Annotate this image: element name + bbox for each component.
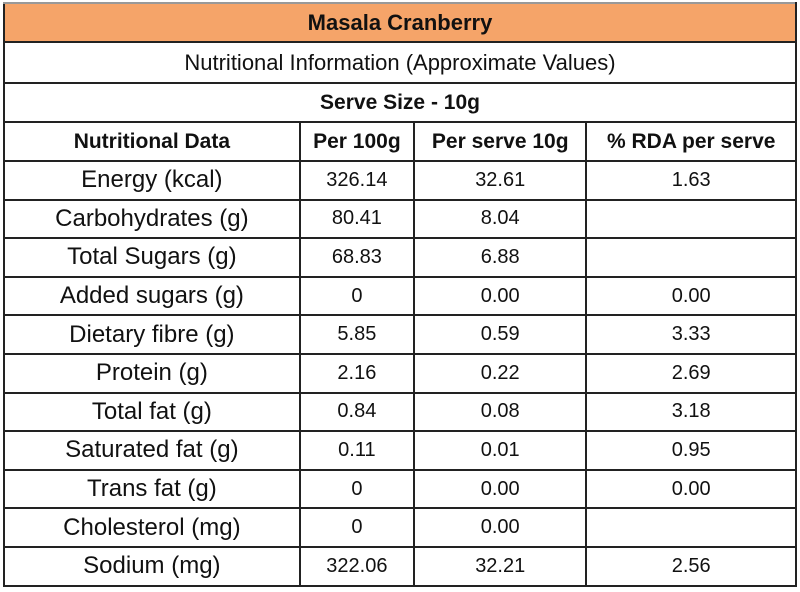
per-100g-value: 0.84 [298,391,416,433]
rda-value: 2.56 [585,545,797,587]
product-title: Masala Cranberry [3,2,797,43]
nutrient-label: Total Sugars (g) [3,237,301,278]
per-serve-value: 0.22 [413,352,588,394]
per-serve-value: 0.08 [413,391,588,433]
per-100g-value: 0 [298,468,416,510]
header-rda: % RDA per serve [585,121,797,162]
table-row: Added sugars (g) 0 0.00 0.00 [3,275,797,317]
per-100g-value: 80.41 [298,198,416,240]
serve-size-row: Serve Size - 10g [3,82,797,123]
subtitle: Nutritional Information (Approximate Val… [3,41,797,84]
header-nutritional-data: Nutritional Data [3,121,301,162]
per-serve-value: 8.04 [413,198,588,240]
nutrient-label: Protein (g) [3,352,301,394]
rda-value: 0.00 [585,275,797,317]
table-row: Cholesterol (mg) 0 0.00 [3,507,797,548]
per-100g-value: 2.16 [298,352,416,394]
table-row: Trans fat (g) 0 0.00 0.00 [3,468,797,510]
nutrient-label: Dietary fibre (g) [3,314,301,355]
per-serve-value: 0.00 [413,468,588,510]
per-100g-value: 0 [298,275,416,317]
nutrition-table: Masala Cranberry Nutritional Information… [3,2,797,587]
header-per-serve: Per serve 10g [413,121,588,162]
table-row: Total fat (g) 0.84 0.08 3.18 [3,391,797,433]
per-serve-value: 32.61 [413,160,588,201]
per-100g-value: 5.85 [298,314,416,355]
per-serve-value: 0.00 [413,275,588,317]
per-100g-value: 68.83 [298,237,416,278]
nutrient-label: Carbohydrates (g) [3,198,301,240]
per-100g-value: 322.06 [298,545,416,587]
rda-value: 3.33 [585,314,797,355]
rda-value: 3.18 [585,391,797,433]
table-row: Dietary fibre (g) 5.85 0.59 3.33 [3,314,797,355]
rda-value [585,237,797,278]
rda-value: 0.95 [585,430,797,471]
subtitle-row: Nutritional Information (Approximate Val… [3,41,797,84]
table-row: Carbohydrates (g) 80.41 8.04 [3,198,797,240]
rda-value: 1.63 [585,160,797,201]
nutrient-label: Added sugars (g) [3,275,301,317]
per-100g-value: 326.14 [298,160,416,201]
nutrient-label: Sodium (mg) [3,545,301,587]
header-per-100g: Per 100g [298,121,416,162]
nutrient-label: Trans fat (g) [3,468,301,510]
table-row: Protein (g) 2.16 0.22 2.69 [3,352,797,394]
rda-value: 0.00 [585,468,797,510]
nutrient-label: Saturated fat (g) [3,430,301,471]
per-100g-value: 0.11 [298,430,416,471]
nutrient-label: Total fat (g) [3,391,301,433]
header-row: Nutritional Data Per 100g Per serve 10g … [3,121,797,162]
nutrient-label: Cholesterol (mg) [3,507,301,548]
table-row: Saturated fat (g) 0.11 0.01 0.95 [3,430,797,471]
per-serve-value: 0.01 [413,430,588,471]
per-serve-value: 32.21 [413,545,588,587]
per-100g-value: 0 [298,507,416,548]
table-row: Sodium (mg) 322.06 32.21 2.56 [3,545,797,587]
title-row: Masala Cranberry [3,2,797,43]
rda-value: 2.69 [585,352,797,394]
serve-size: Serve Size - 10g [3,82,797,123]
per-serve-value: 0.59 [413,314,588,355]
table-row: Energy (kcal) 326.14 32.61 1.63 [3,160,797,201]
rda-value [585,507,797,548]
nutrient-label: Energy (kcal) [3,160,301,201]
rda-value [585,198,797,240]
per-serve-value: 0.00 [413,507,588,548]
table-row: Total Sugars (g) 68.83 6.88 [3,237,797,278]
per-serve-value: 6.88 [413,237,588,278]
